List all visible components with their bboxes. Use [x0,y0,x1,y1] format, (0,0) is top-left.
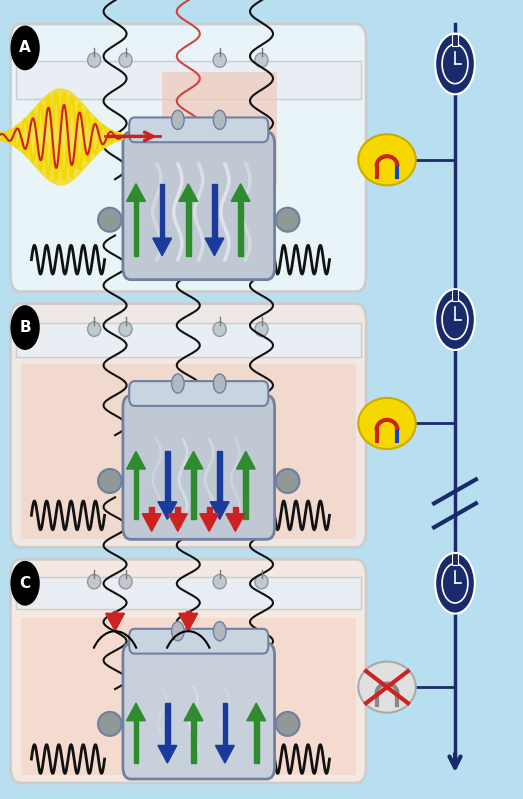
Ellipse shape [276,469,299,493]
Bar [21,364,356,539]
Bar [134,201,138,256]
Bar [233,507,237,514]
FancyBboxPatch shape [10,24,366,292]
Bar [21,618,356,775]
Polygon shape [210,502,229,519]
Polygon shape [200,514,219,531]
Ellipse shape [119,574,132,589]
Circle shape [213,622,226,641]
Polygon shape [247,703,266,721]
FancyBboxPatch shape [129,629,268,654]
FancyBboxPatch shape [10,304,366,547]
Ellipse shape [88,574,100,589]
Polygon shape [168,514,187,531]
Ellipse shape [98,712,121,736]
Polygon shape [184,703,203,721]
Bar [223,703,227,745]
Bar [160,184,164,238]
Ellipse shape [358,134,416,185]
FancyBboxPatch shape [129,117,268,142]
Bar [16,62,361,99]
Bar [165,451,169,502]
Bar [113,611,117,614]
Polygon shape [127,703,145,721]
Bar [238,201,243,256]
Circle shape [172,622,184,641]
Circle shape [435,289,475,350]
Ellipse shape [213,53,226,67]
Circle shape [10,305,40,350]
Bar [134,721,138,763]
Polygon shape [215,745,234,763]
Bar [186,611,190,614]
Ellipse shape [119,53,132,67]
Circle shape [435,553,475,614]
Ellipse shape [213,574,226,589]
Ellipse shape [213,322,226,336]
Bar [16,323,361,357]
Bar [254,721,258,763]
Circle shape [213,374,226,393]
FancyBboxPatch shape [123,396,275,539]
Ellipse shape [88,322,100,336]
Polygon shape [142,514,161,531]
Polygon shape [153,238,172,256]
Bar [186,201,190,256]
Circle shape [10,26,40,70]
Ellipse shape [255,322,268,336]
Ellipse shape [255,574,268,589]
Bar [162,72,277,185]
Ellipse shape [358,662,416,713]
FancyBboxPatch shape [10,559,366,783]
Text: A: A [19,41,31,55]
Circle shape [172,374,184,393]
Polygon shape [106,614,124,631]
Bar [165,703,169,745]
Polygon shape [226,514,245,531]
Ellipse shape [119,322,132,336]
Bar [150,507,154,514]
Text: C: C [19,576,31,590]
Bar [452,34,458,46]
Ellipse shape [98,208,121,232]
Polygon shape [179,184,198,201]
Polygon shape [236,451,255,469]
Circle shape [435,34,475,94]
Polygon shape [179,614,198,631]
Polygon shape [127,184,145,201]
Polygon shape [158,502,177,519]
Circle shape [213,110,226,129]
Ellipse shape [98,469,121,493]
Polygon shape [184,451,203,469]
Bar [452,289,458,301]
Bar [191,469,196,519]
Ellipse shape [276,712,299,736]
Bar [212,184,217,238]
Ellipse shape [88,53,100,67]
FancyBboxPatch shape [129,381,268,406]
Bar [218,451,222,502]
Bar [134,469,138,519]
FancyBboxPatch shape [123,643,275,779]
Polygon shape [205,238,224,256]
Bar [243,469,248,519]
Polygon shape [231,184,250,201]
Polygon shape [158,745,177,763]
Ellipse shape [255,53,268,67]
Ellipse shape [358,398,416,449]
Polygon shape [127,451,145,469]
Ellipse shape [276,208,299,232]
Circle shape [10,561,40,606]
Bar [176,507,180,514]
Circle shape [172,110,184,129]
Bar [191,721,196,763]
Text: B: B [19,320,31,335]
Bar [452,553,458,565]
Bar [16,577,361,609]
Bar [207,507,211,514]
FancyBboxPatch shape [123,132,275,280]
